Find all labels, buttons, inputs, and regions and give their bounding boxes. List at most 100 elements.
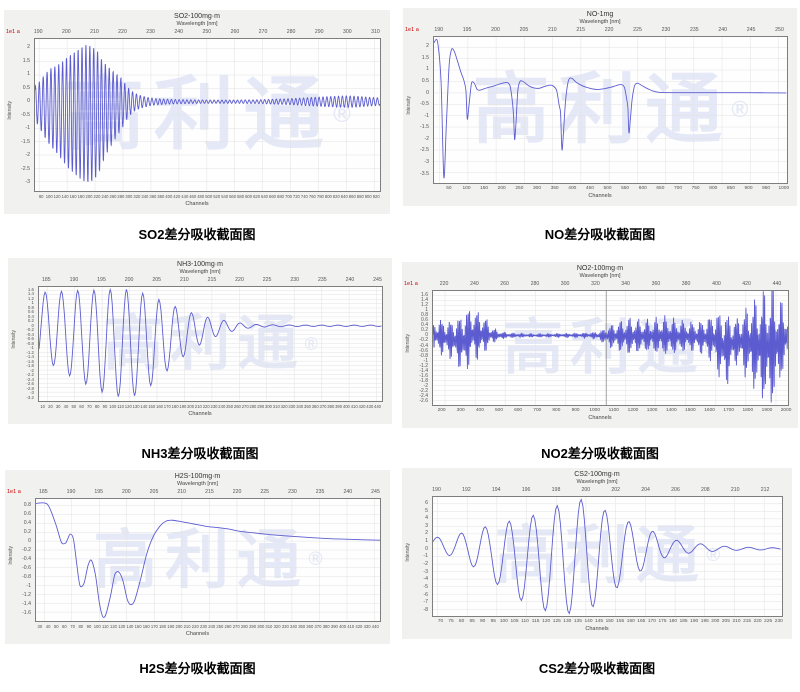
wavelength-tick: 225 [260, 489, 270, 495]
wavelength-tick: 235 [317, 277, 327, 283]
channel-tick: 250 [515, 186, 524, 191]
channel-tick: 400 [568, 186, 577, 191]
y-tick: -2.6 [419, 398, 428, 405]
channel-tick: 350 [304, 404, 311, 409]
channel-tick: 400 [342, 404, 350, 409]
channel-tick: 900 [744, 186, 753, 191]
y-tick: -1.6 [26, 358, 34, 364]
channel-tick: 110 [101, 624, 109, 629]
channel-tick: 560 [229, 194, 237, 199]
channel-tick: 220 [191, 624, 199, 629]
wavelength-axis-label: Wavelength [nm] [576, 479, 618, 485]
y-tick: 4 [425, 515, 428, 522]
wavelength-tick: 215 [205, 489, 214, 495]
channel-tick: 600 [245, 194, 253, 199]
channel-tick: 520 [213, 194, 221, 199]
wavelength-tick: 215 [207, 277, 217, 283]
y-tick: 2 [425, 530, 428, 537]
y-tick: -0.6 [419, 347, 428, 354]
scale-label: 1e1 a [404, 281, 418, 287]
channel-tick: 1500 [685, 408, 696, 413]
chart-title: NH3-100mg·m [177, 261, 223, 268]
chart-title: NO2-100mg·m [576, 265, 624, 272]
wavelength-axis-label: Wavelength [nm] [176, 481, 219, 487]
channel-tick: 620 [253, 194, 261, 199]
channel-tick: 240 [101, 194, 109, 199]
wavelength-tick: 200 [581, 487, 591, 493]
channel-tick: 360 [311, 404, 319, 409]
channel-tick: 100 [93, 624, 101, 629]
channel-tick: 340 [141, 194, 149, 199]
channel-tick: 260 [224, 624, 232, 629]
plot-area: 高利通 ® [38, 286, 383, 402]
channel-tick: 230 [210, 404, 218, 409]
chart-title: H2S-100mg·m [174, 473, 221, 480]
y-tick: -7 [423, 599, 428, 606]
channel-tick: 80 [94, 404, 100, 409]
channel-tick: 150 [148, 404, 156, 409]
plot-area: 高利通 ® [35, 498, 381, 622]
wavelength-tick: 260 [230, 29, 240, 35]
intensity-axis-label: Intensity [406, 96, 412, 115]
channel-tick: 175 [658, 619, 667, 624]
channel-tick: 360 [306, 624, 314, 629]
channel-tick: 700 [533, 408, 542, 413]
channel-tick: 200 [711, 619, 720, 624]
channel-tick: 640 [261, 194, 268, 199]
wavelength-tick: 190 [33, 29, 43, 35]
y-tick: -2.2 [419, 388, 428, 395]
channel-tick: 900 [571, 408, 580, 413]
y-tick: -1.5 [21, 138, 30, 145]
y-tick: 1.6 [27, 286, 34, 292]
channel-tick: 280 [117, 194, 125, 199]
channel-tick: 280 [240, 624, 248, 629]
caption-text: SO2差分吸收截面图 [138, 227, 256, 242]
y-tick: 0.2 [23, 528, 31, 535]
y-tick: 0.4 [23, 519, 31, 526]
channel-tick: 180 [159, 624, 167, 629]
y-tick: -0.4 [419, 342, 428, 349]
y-tick: -4 [423, 576, 428, 583]
wavelength-tick: 220 [604, 27, 614, 33]
channel-tick: 440 [374, 404, 381, 409]
waveform-so2 [35, 45, 380, 182]
y-tick: 2 [426, 43, 429, 50]
channel-tick: 390 [330, 624, 338, 629]
channels-axis-label: Channels [588, 193, 612, 199]
channel-tick: 660 [269, 194, 276, 199]
channel-tick: 280 [249, 404, 257, 409]
wavelength-tick: 190 [66, 489, 76, 495]
channel-tick: 90 [480, 619, 486, 624]
y-tick: -6 [423, 591, 428, 598]
y-tick: -3 [424, 158, 429, 165]
caption-text: NO2差分吸收截面图 [541, 446, 659, 461]
channel-tick: 420 [173, 194, 181, 199]
channel-tick: 260 [233, 404, 241, 409]
wavelength-tick: 240 [345, 277, 355, 283]
channel-tick: 300 [532, 186, 542, 191]
channel-tick: 750 [691, 186, 700, 191]
y-tick: 0.6 [23, 510, 31, 517]
channel-tick: 400 [339, 624, 347, 629]
chart-panel-no: NO-1mg Wavelength [nm] 1e1 a 190 195 200 205 21… [403, 8, 797, 206]
wavelength-tick: 340 [621, 281, 630, 287]
wavelength-tick: 360 [651, 281, 661, 287]
channel-tick: 240 [208, 624, 216, 629]
wavelength-tick: 194 [491, 487, 501, 493]
wavelength-tick: 280 [530, 281, 540, 287]
waveform-no2 [433, 291, 788, 403]
channel-tick: 180 [668, 619, 678, 624]
channel-tick: 500 [603, 186, 612, 191]
channel-tick: 60 [62, 624, 67, 629]
wavelength-tick: 245 [746, 27, 756, 33]
y-tick: -1.5 [420, 124, 429, 131]
chart-title: NO-1mg [586, 11, 614, 18]
chart-panel-so2: SO2-100mg·m Wavelength [nm] 1e1 a 190 200 210… [4, 10, 390, 214]
channel-tick: 400 [165, 194, 173, 199]
scale-label: 1e1 a [6, 29, 20, 35]
wavelength-tick: 206 [671, 487, 680, 493]
channel-tick: 50 [446, 186, 452, 191]
channel-tick: 70 [70, 624, 75, 629]
caption-no2: NO2差分吸收截面图 [402, 443, 798, 462]
channel-tick: 270 [232, 624, 240, 629]
